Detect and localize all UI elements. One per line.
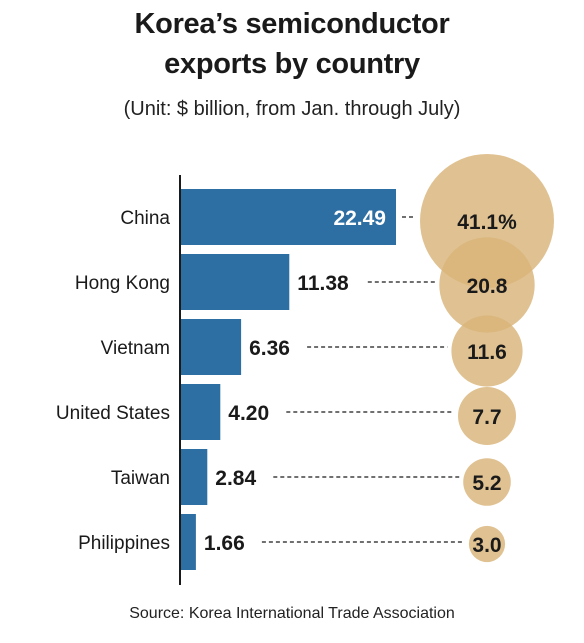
value-labels: 22.49 11.38 6.36 4.20 2.84 1.66 — [204, 207, 386, 555]
share-bubble-vietnam — [451, 315, 523, 387]
share-label-hong-kong: 20.8 — [467, 275, 508, 298]
bar-united-states — [180, 384, 221, 440]
value-label-philippines: 1.66 — [204, 532, 245, 555]
bar-vietnam — [180, 319, 242, 375]
share-label-philippines: 3.0 — [472, 534, 501, 557]
bar-china — [180, 189, 396, 245]
bar-hong-kong — [180, 254, 290, 310]
share-label-united-states: 7.7 — [472, 406, 501, 429]
value-label-china: 22.49 — [333, 207, 386, 230]
bars — [180, 189, 396, 570]
leader-lines — [261, 216, 465, 543]
category-labels: China Hong Kong Vietnam United States Taiwan… — [56, 208, 170, 554]
value-label-united-states: 4.20 — [228, 402, 269, 425]
chart-title-line-1: Korea’s semiconductor — [134, 8, 450, 40]
value-label-hong-kong: 11.38 — [297, 272, 349, 295]
category-label-taiwan: Taiwan — [111, 468, 170, 489]
share-bubble-united-states — [458, 387, 516, 445]
share-bubble-hong-kong — [439, 237, 535, 333]
share-bubble-taiwan — [463, 458, 511, 506]
share-labels: 41.1% 20.8 11.6 7.7 5.2 3.0 — [457, 211, 517, 557]
value-label-taiwan: 2.84 — [215, 467, 256, 490]
bar-taiwan — [180, 449, 208, 505]
chart-subtitle: (Unit: $ billion, from Jan. through July… — [123, 98, 461, 120]
bar-philippines — [180, 514, 196, 570]
share-bubbles — [420, 154, 554, 563]
value-label-vietnam: 6.36 — [249, 337, 290, 360]
category-label-vietnam: Vietnam — [101, 338, 170, 359]
share-label-taiwan: 5.2 — [472, 472, 501, 495]
category-label-china: China — [120, 208, 170, 229]
category-label-hong-kong: Hong Kong — [75, 273, 170, 294]
category-label-united-states: United States — [56, 403, 170, 424]
share-bubble-philippines — [468, 525, 506, 563]
chart-title-line-2: exports by country — [164, 48, 420, 80]
category-label-philippines: Philippines — [78, 533, 170, 554]
share-label-vietnam: 11.6 — [467, 341, 507, 364]
share-label-china: 41.1% — [457, 211, 517, 234]
source-note: Source: Korea International Trade Associ… — [129, 605, 455, 622]
